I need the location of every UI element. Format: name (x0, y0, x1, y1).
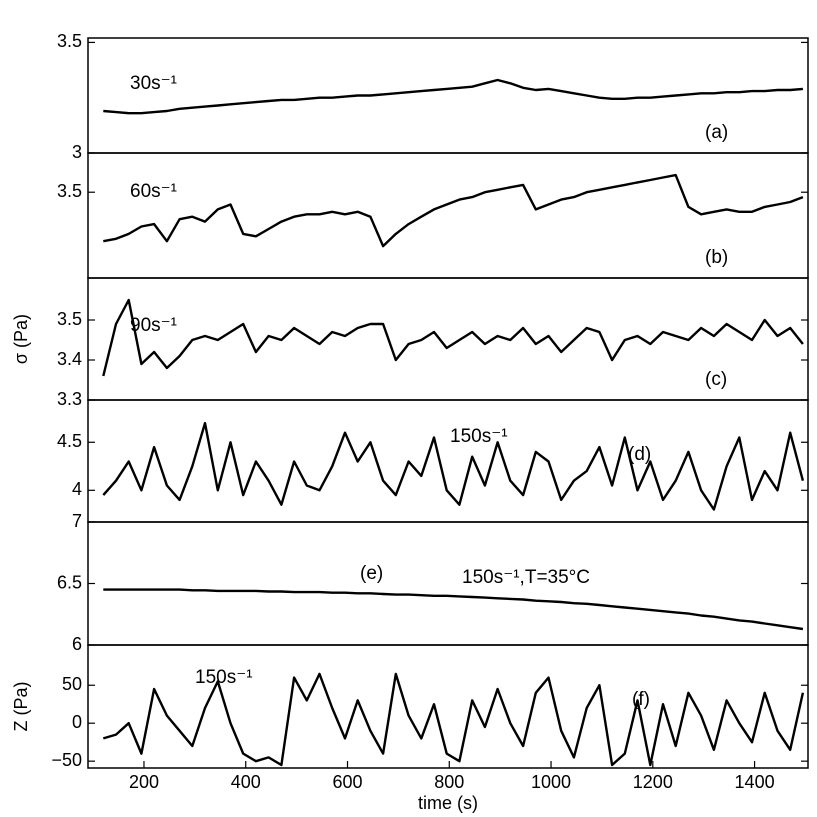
y-axis-label: Z (Pa) (11, 681, 31, 731)
y-tick-label: 3 (72, 142, 82, 162)
annotation: 30s⁻¹ (130, 73, 177, 94)
data-line (102, 298, 804, 377)
y-tick-label: 4 (72, 479, 82, 499)
y-tick-label: 3.5 (57, 181, 82, 201)
data-line (103, 78, 804, 115)
data-line (102, 672, 805, 767)
y-tick-label: 3.4 (57, 349, 82, 369)
x-tick-label: 1200 (633, 772, 673, 792)
y-tick-label: 4.5 (57, 431, 82, 451)
y-tick-label: 50 (62, 674, 82, 694)
annotation: 150s⁻¹,T=35°C (462, 567, 590, 588)
annotation: (b) (705, 247, 728, 268)
x-tick-label: 800 (434, 772, 464, 792)
y-tick-label: 6 (72, 634, 82, 654)
x-axis-label: time (s) (418, 793, 478, 813)
panel-frame (87, 521, 809, 646)
y-axis-label: σ (Pa) (11, 314, 31, 364)
annotation: 150s⁻¹ (450, 426, 508, 447)
annotation: (e) (360, 563, 383, 584)
x-tick-label: 600 (332, 772, 362, 792)
data-line (102, 421, 805, 511)
y-tick-label: 3.5 (57, 309, 82, 329)
y-tick-label: 3.3 (57, 389, 82, 409)
annotation: (f) (632, 689, 650, 710)
panel-frame (87, 152, 809, 279)
x-tick-label: 200 (129, 772, 159, 792)
x-tick-label: 400 (231, 772, 261, 792)
y-tick-label: 3.5 (57, 31, 82, 51)
x-tick-label: 1000 (531, 772, 571, 792)
annotation: (d) (628, 444, 651, 465)
y-tick-label: 6.5 (57, 572, 82, 592)
data-line (103, 588, 804, 631)
x-tick-label: 1400 (735, 772, 775, 792)
y-tick-label: −50 (51, 750, 82, 770)
panel-frame (87, 644, 809, 769)
data-line (103, 173, 804, 248)
annotation: 60s⁻¹ (130, 181, 177, 202)
annotation: (c) (705, 369, 727, 390)
panel-frame (87, 399, 809, 523)
y-tick-label: 7 (72, 511, 82, 531)
annotation: (a) (705, 122, 728, 143)
annotation: 90s⁻¹ (130, 315, 177, 336)
panel-frame (87, 37, 809, 154)
y-tick-label: 0 (72, 712, 82, 732)
annotation: 150s⁻¹ (195, 667, 253, 688)
